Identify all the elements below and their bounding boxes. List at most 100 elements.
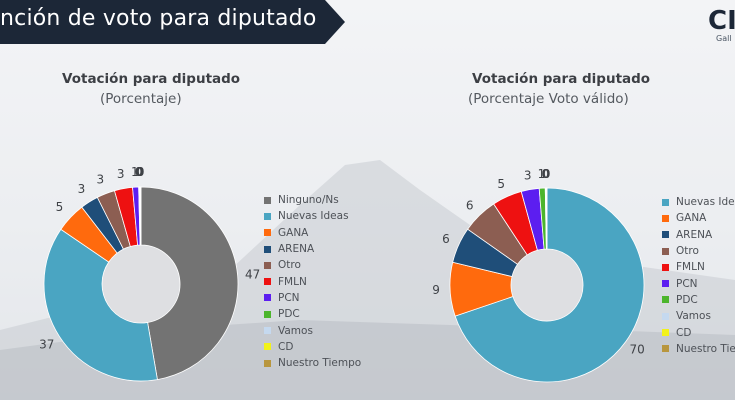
legend-swatch xyxy=(264,343,271,351)
legend-swatch xyxy=(662,263,669,271)
chart-1-label-cd: 0 xyxy=(136,165,144,179)
chart-1-label-fmln: 3 xyxy=(117,167,125,181)
page-title: nción de voto para diputado xyxy=(0,6,317,31)
legend-swatch xyxy=(662,329,669,337)
chart-1-legend-item: CD xyxy=(264,339,361,355)
chart-2-label-gana: 9 xyxy=(432,283,440,297)
company-logo: CI xyxy=(708,6,735,36)
chart-1-label-gana: 5 xyxy=(56,200,64,214)
chart-2-label-nuevas-ideas: 70 xyxy=(630,343,645,357)
legend-swatch xyxy=(662,312,669,320)
chart-2-slice-nuestro-tiempo xyxy=(546,187,548,250)
chart-2-legend-item: Otro xyxy=(662,243,735,259)
legend-swatch xyxy=(662,214,669,222)
chart-2-legend-item: CD xyxy=(662,324,735,340)
chart-1-legend-item: Otro xyxy=(264,257,361,273)
legend-swatch xyxy=(264,196,271,204)
legend-label: PDC xyxy=(278,308,300,321)
chart-1-slice-ninguno-ns xyxy=(140,186,239,381)
legend-swatch xyxy=(662,231,669,239)
chart-1-legend-item: Vamos xyxy=(264,322,361,338)
chart-1-legend: Ninguno/Ns Nuevas Ideas GANA ARENA Otro FMLN P… xyxy=(264,192,361,371)
legend-swatch xyxy=(264,327,271,335)
legend-label: Vamos xyxy=(278,324,313,337)
chart-2-legend-item: ARENA xyxy=(662,227,735,243)
chart-1-label-pdc: 0 xyxy=(135,165,143,179)
chart-1-label-pcn: 1 xyxy=(131,165,139,179)
legend-label: Otro xyxy=(676,245,699,258)
legend-label: FMLN xyxy=(278,275,307,288)
header-banner xyxy=(0,0,345,44)
chart-1-legend-item: PDC xyxy=(264,306,361,322)
chart-2-donut-hole xyxy=(511,249,583,321)
chart-1-legend-item: Nuevas Ideas xyxy=(264,208,361,224)
legend-swatch xyxy=(264,278,271,286)
chart-1-label-vamos: 0 xyxy=(135,165,143,179)
chart-2-label-cd: 0 xyxy=(542,167,550,181)
chart-2-label-otro: 6 xyxy=(466,198,474,212)
chart-2-label-arena: 6 xyxy=(442,232,450,246)
chart-2-label-nuestro-tiempo: 0 xyxy=(543,167,551,181)
legend-swatch xyxy=(264,359,271,367)
legend-swatch xyxy=(264,294,271,302)
chart-1-label-otro: 3 xyxy=(96,173,104,187)
legend-label: PCN xyxy=(676,277,698,290)
chart-2-legend-item: GANA xyxy=(662,210,735,226)
legend-swatch xyxy=(662,198,669,206)
chart-1-label-nuevas-ideas: 37 xyxy=(39,338,54,352)
chart-1-title: Votación para diputado xyxy=(62,71,241,87)
chart-1-slice-nuestro-tiempo xyxy=(140,186,142,246)
legend-label: Nuevas Ideas xyxy=(676,196,735,209)
legend-label: FMLN xyxy=(676,261,705,274)
chart-1-subtitle: (Porcentaje) xyxy=(100,91,182,107)
legend-swatch xyxy=(662,345,669,353)
legend-swatch xyxy=(662,280,669,288)
chart-1-legend-item: ARENA xyxy=(264,241,361,257)
chart-1-donut-hole xyxy=(102,245,180,323)
legend-swatch xyxy=(264,212,271,220)
chart-2-legend: Nuevas Ideas GANA ARENA Otro FMLN PCN PDC Vamos… xyxy=(662,194,735,357)
legend-swatch xyxy=(662,247,669,255)
chart-2-legend-item: Nuestro Tiempo xyxy=(662,341,735,357)
chart-2-legend-item: Vamos xyxy=(662,308,735,324)
legend-swatch xyxy=(264,229,271,237)
legend-label: PDC xyxy=(676,293,698,306)
legend-label: Nuestro Tiempo xyxy=(676,342,735,355)
legend-label: ARENA xyxy=(676,228,713,241)
chart-1-legend-item: PCN xyxy=(264,290,361,306)
chart-1-slice-nuevas-ideas xyxy=(43,228,158,382)
chart-1-legend-item: Nuestro Tiempo xyxy=(264,355,361,371)
legend-label: ARENA xyxy=(278,243,315,256)
chart-2-title: Votación para diputado xyxy=(472,71,651,87)
chart-1-label-arena: 3 xyxy=(78,182,86,196)
legend-label: Nuevas Ideas xyxy=(278,210,349,223)
chart-2-legend-item: PCN xyxy=(662,275,735,291)
legend-label: CD xyxy=(278,340,294,353)
legend-label: GANA xyxy=(676,212,707,225)
chart-1-legend-item: Ninguno/Ns xyxy=(264,192,361,208)
chart-1-label-nuestro-tiempo: 0 xyxy=(137,165,145,179)
chart-2-legend-item: Nuevas Ideas xyxy=(662,194,735,210)
chart-2-legend-item: FMLN xyxy=(662,259,735,275)
legend-swatch xyxy=(264,261,271,269)
legend-swatch xyxy=(662,296,669,304)
chart-1-legend-item: FMLN xyxy=(264,273,361,289)
company-logo-subtitle: Gall xyxy=(716,34,732,43)
legend-swatch xyxy=(264,245,271,253)
legend-label: GANA xyxy=(278,226,309,239)
chart-1-label-ninguno-ns: 47 xyxy=(245,268,260,282)
legend-label: Nuestro Tiempo xyxy=(278,357,362,370)
chart-2-subtitle: (Porcentaje Voto válido) xyxy=(468,91,629,107)
legend-label: CD xyxy=(676,326,692,339)
chart-2-legend-item: PDC xyxy=(662,292,735,308)
legend-label: Vamos xyxy=(676,310,711,323)
legend-swatch xyxy=(264,310,271,318)
chart-2-label-fmln: 5 xyxy=(497,177,505,191)
chart-2-label-pcn: 3 xyxy=(524,169,532,183)
chart-2-slice-nuevas-ideas xyxy=(454,187,645,383)
chart-2-label-pdc: 1 xyxy=(538,167,546,181)
legend-label: Otro xyxy=(278,259,301,272)
legend-label: Ninguno/Ns xyxy=(278,194,339,207)
chart-2-label-vamos: 0 xyxy=(541,167,549,181)
